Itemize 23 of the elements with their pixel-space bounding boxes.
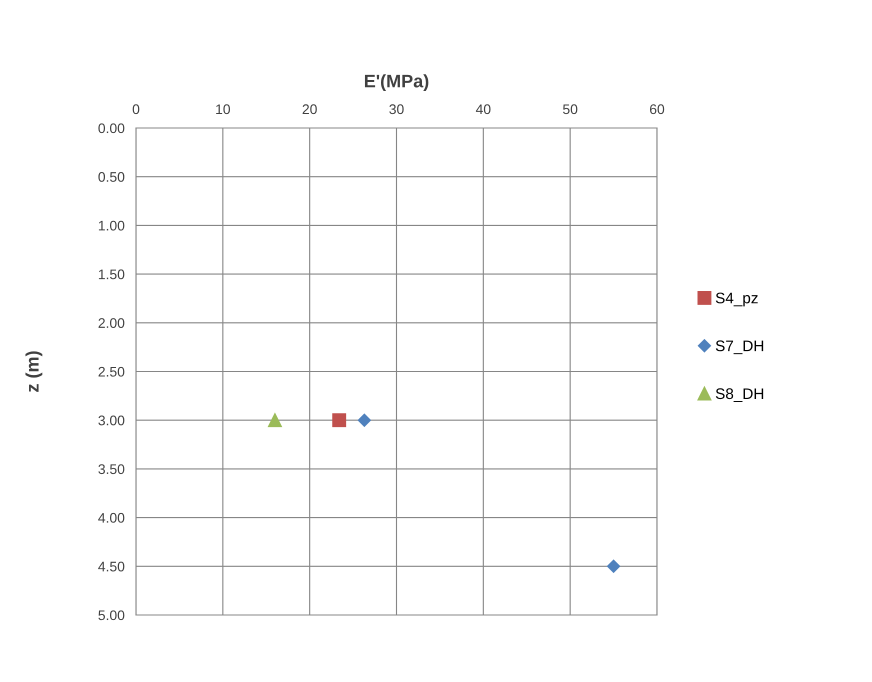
y-tick-label: 2.00 <box>98 318 124 328</box>
x-tick-label: 40 <box>476 104 491 114</box>
x-tick-label: 30 <box>389 104 404 114</box>
y-tick-label: 1.00 <box>98 220 124 231</box>
y-tick-label: 0.00 <box>98 123 124 134</box>
y-tick-label: 2.50 <box>98 366 124 377</box>
x-tick-label: 0 <box>132 104 140 114</box>
x-tick-label: 60 <box>650 104 664 114</box>
legend-label: S7_DH <box>716 340 764 354</box>
legend-label: S8_DH <box>716 388 764 402</box>
y-tick-label: 0.50 <box>98 172 124 182</box>
y-tick-label: 4.50 <box>98 562 124 572</box>
x-tick-label: 20 <box>302 104 317 114</box>
y-tick-label: 4.00 <box>98 512 124 523</box>
y-tick-label: 3.00 <box>98 416 124 426</box>
x-axis-title: E'(MPa) <box>364 74 428 92</box>
legend-label: S4_pz <box>716 292 758 306</box>
y-tick-label: 1.50 <box>98 269 124 280</box>
y-tick-label: 5.00 <box>98 610 124 620</box>
y-axis-title: z (m) <box>25 351 42 392</box>
y-tick-label: 3.50 <box>98 464 124 474</box>
x-tick-label: 50 <box>563 104 578 114</box>
x-tick-label: 10 <box>216 104 230 114</box>
